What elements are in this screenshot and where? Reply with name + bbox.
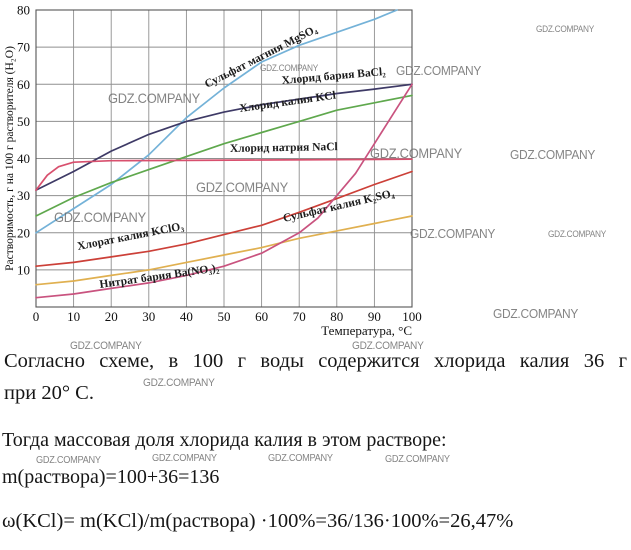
solution-formula-massfraction: ω(KCl)= m(KCl)/m(раствора) ·100%=36/136·…: [2, 510, 514, 532]
watermark: GDZ.COMPANY: [36, 455, 101, 466]
watermark: GDZ.COMPANY: [370, 145, 462, 161]
x-tick-label: 10: [67, 309, 80, 324]
y-tick-label: 20: [17, 225, 30, 240]
x-tick-label: 0: [33, 309, 40, 324]
x-axis-title: Температура, °С: [321, 323, 412, 338]
x-tick-label: 90: [368, 309, 381, 324]
solution-line-1: Согласно схеме, в 100 г воды содержится …: [4, 350, 627, 372]
curve-4: [35, 170, 413, 268]
y-axis-title: Растворимость, г на 100 г растворителя (…: [4, 46, 16, 271]
watermark: GDZ.COMPANY: [493, 306, 579, 321]
y-tick-label: 30: [17, 188, 30, 203]
x-tick-label: 80: [330, 309, 343, 324]
solution-line-3: Тогда массовая доля хлорида калия в этом…: [2, 429, 447, 451]
curve-0: [35, 9, 398, 234]
y-tick-label: 50: [17, 114, 30, 129]
x-tick-label: 70: [293, 309, 306, 324]
curve-label-2: Хлорид калия KCl: [239, 90, 337, 115]
y-tick-label: 70: [17, 40, 30, 55]
x-tick-label: 100: [402, 309, 422, 324]
watermark: GDZ.COMPANY: [268, 453, 333, 464]
watermark: GDZ.COMPANY: [54, 209, 146, 225]
y-tick-label: 60: [17, 77, 30, 92]
curve-label-3: Хлорид натрия NaCl: [230, 141, 338, 155]
watermark: GDZ.COMPANY: [385, 454, 450, 465]
curve-label-6: Нитрат бария Ba(NO₃)₂: [99, 262, 221, 291]
watermark: GDZ.COMPANY: [143, 377, 215, 389]
x-tick-label: 40: [180, 309, 193, 324]
watermark: GDZ.COMPANY: [108, 90, 200, 106]
y-tick-label: 10: [17, 262, 30, 277]
watermark: GDZ.COMPANY: [260, 63, 319, 73]
x-tick-label: 30: [142, 309, 155, 324]
watermark: GDZ.COMPANY: [548, 229, 607, 239]
x-tick-label: 60: [255, 309, 268, 324]
curve-1: [35, 83, 413, 191]
watermark: GDZ.COMPANY: [396, 63, 482, 78]
solution-line-2: при 20° С.: [4, 382, 94, 404]
watermark: GDZ.COMPANY: [152, 453, 217, 464]
watermark: GDZ.COMPANY: [536, 24, 595, 34]
curve-3: [35, 158, 413, 191]
curve-6: [35, 83, 413, 299]
watermark: GDZ.COMPANY: [510, 147, 596, 162]
solution-formula-mass: m(раствора)=100+36=136: [2, 466, 220, 488]
solubility-chart-region: Сульфат магния MgSO₄ Хлорид бария BaCl₂ Хл…: [4, 3, 422, 339]
watermark: GDZ.COMPANY: [196, 179, 288, 195]
y-tick-label: 40: [17, 151, 30, 166]
x-tick-label: 50: [218, 309, 231, 324]
watermark: GDZ.COMPANY: [70, 340, 142, 352]
curve-2: [35, 94, 413, 217]
x-tick-label: 20: [105, 309, 118, 324]
y-tick-label: 80: [17, 3, 30, 18]
watermark: GDZ.COMPANY: [352, 340, 424, 352]
curve-5: [35, 215, 413, 286]
watermark: GDZ.COMPANY: [410, 226, 496, 241]
